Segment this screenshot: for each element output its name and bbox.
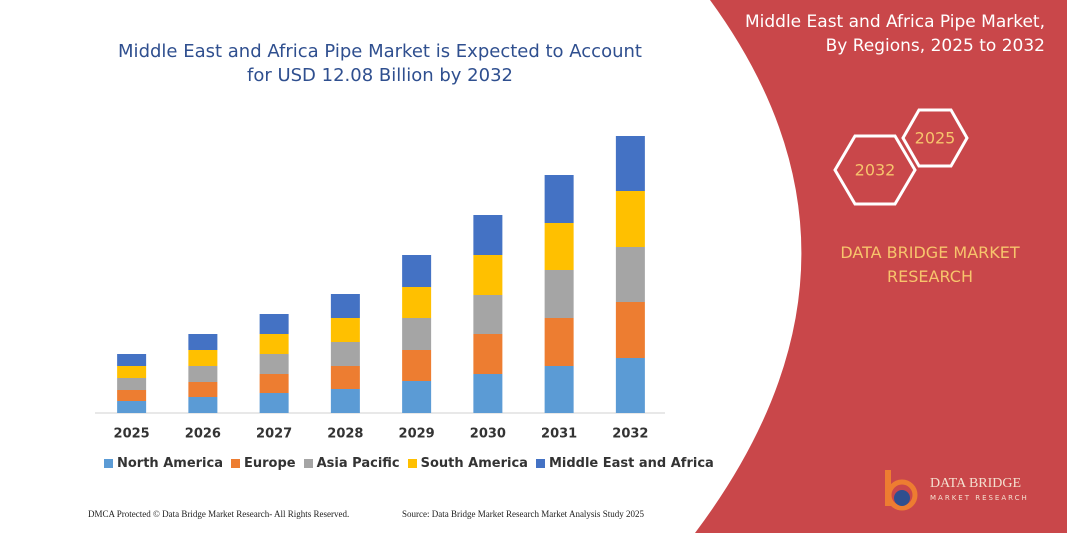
legend-label: Europe [244, 456, 296, 471]
bar-segment [259, 354, 289, 374]
bar-segment [117, 354, 147, 366]
x-tick-label: 2030 [470, 427, 506, 442]
x-tick-label: 2027 [256, 427, 292, 442]
legend-label: North America [117, 456, 223, 471]
x-tick-label: 2031 [541, 427, 577, 442]
bar-segment [330, 294, 360, 318]
legend-swatch [407, 459, 417, 468]
bar-segment [117, 378, 147, 390]
footer-dmca: DMCA Protected © Data Bridge Market Rese… [88, 509, 350, 519]
legend-item: North America [104, 456, 223, 471]
bar-segment [330, 318, 360, 342]
bar-segment [544, 175, 574, 223]
panel-title-line: Middle East and Africa Pipe Market, [744, 12, 1045, 32]
legend-swatch [231, 459, 240, 468]
legend-item: Asia Pacific [303, 456, 400, 471]
bar-segment [402, 287, 432, 318]
bar-segment [188, 366, 218, 382]
panel-title-line: By Regions, 2025 to 2032 [825, 36, 1045, 56]
legend-swatch [104, 459, 113, 468]
panel-title: Middle East and Africa Pipe Market, By R… [745, 10, 1045, 58]
bar-segment [615, 136, 645, 191]
legend-label: Middle East and Africa [548, 456, 714, 471]
x-tick-label: 2028 [327, 427, 363, 442]
bar-segment [259, 314, 289, 334]
brand: DATA BRIDGE MARKET RESEARCH [840, 243, 1020, 286]
bar-segment [544, 223, 574, 270]
x-tick-label: 2026 [185, 427, 221, 442]
bar-segment [188, 382, 218, 397]
legend: North America Europe Asia Pacific South Ame… [104, 456, 714, 471]
legend-item: South America [407, 456, 528, 471]
legend-label: South America [420, 456, 528, 471]
legend-swatch [535, 459, 545, 468]
bar-segment [615, 191, 645, 247]
hex-label: 2025 [915, 129, 956, 148]
hexagon [901, 108, 969, 168]
legend-item: Middle East and Africa [535, 456, 714, 471]
bar-segment [117, 401, 147, 413]
bar-segment [473, 374, 503, 413]
logo-name: DATA BRIDGE [930, 476, 1022, 491]
hex-label: 2032 [855, 161, 896, 180]
chart-title: Middle East and Africa Pipe Market is Ex… [118, 41, 642, 86]
bar-segment [259, 334, 289, 354]
bar-segment [473, 255, 503, 295]
bar-segment [544, 270, 574, 318]
bar-segment [615, 247, 645, 302]
bar-segment [402, 255, 432, 287]
bar-segment [544, 366, 574, 413]
bar-segment [330, 366, 360, 389]
bar-segment [188, 397, 218, 413]
hexagon [833, 134, 917, 206]
x-tick-label: 2025 [114, 427, 150, 442]
bar-segment [473, 215, 503, 255]
x-tick-label: 2032 [612, 427, 648, 442]
bar-segment [188, 350, 218, 366]
bar-segment [117, 390, 147, 401]
bar-segment [544, 318, 574, 366]
legend-item: Europe [231, 456, 296, 471]
bar-segment [402, 350, 432, 381]
logo-tagline: MARKET RESEARCH [930, 494, 1029, 502]
bar-segment [402, 318, 432, 350]
bar-segment [330, 342, 360, 366]
bar-segment [402, 381, 432, 413]
bar-segment [473, 295, 503, 334]
bar-segment [259, 374, 289, 393]
bar-segment [117, 366, 147, 378]
bar-segment [473, 334, 503, 374]
x-tick-label: 2029 [399, 427, 435, 442]
side-panel [695, 0, 1067, 533]
bar-segment [615, 302, 645, 358]
bar-segment [330, 389, 360, 413]
legend-swatch [303, 459, 313, 468]
footer-source: Source: Data Bridge Market Research Mark… [402, 509, 644, 519]
bar-segment [259, 393, 289, 413]
bar-segment [188, 334, 218, 350]
logo-icon [885, 470, 918, 511]
bar-segment [615, 358, 645, 413]
legend-label: Asia Pacific [316, 456, 400, 471]
